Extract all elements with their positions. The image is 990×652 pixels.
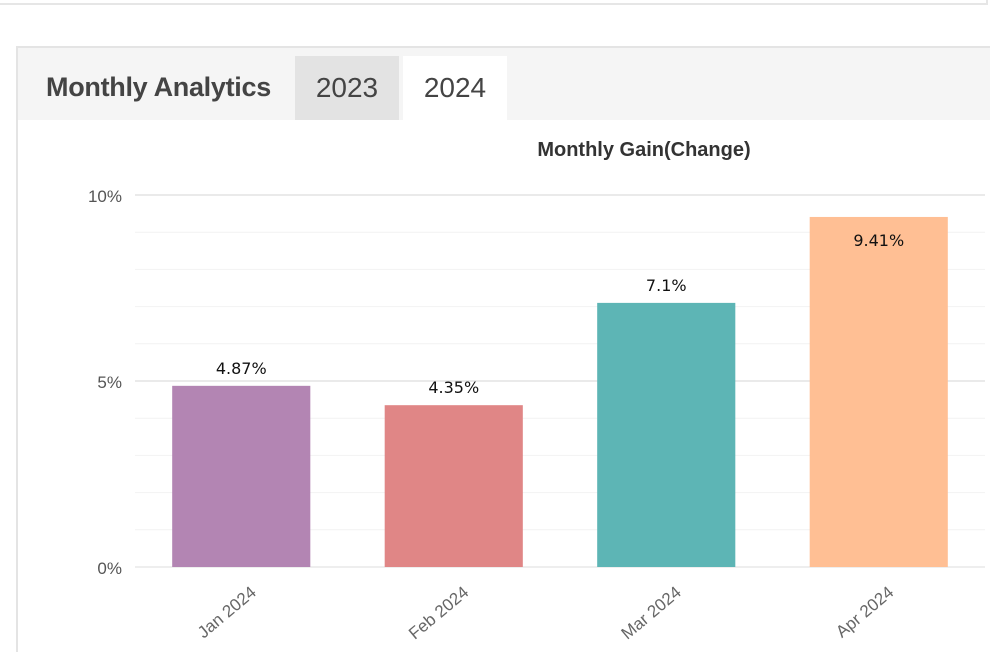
data-label: 4.35% xyxy=(428,378,479,397)
bar[interactable] xyxy=(809,216,948,567)
tab-2024[interactable]: 2024 xyxy=(403,56,507,120)
data-label: 4.87% xyxy=(216,359,267,378)
data-label: 7.1% xyxy=(646,276,687,295)
bar[interactable] xyxy=(172,385,311,567)
bar[interactable] xyxy=(384,405,523,567)
x-tick-label: Jan 2024 xyxy=(194,583,260,643)
panel-title: Monthly Analytics xyxy=(46,72,271,102)
panel-header: Monthly Analytics 2023 2024 xyxy=(18,48,990,120)
chart-title: Monthly Gain(Change) xyxy=(537,139,750,161)
x-tick-label: Apr 2024 xyxy=(832,583,897,642)
x-tick-label: Feb 2024 xyxy=(405,583,472,644)
y-tick-label: 0% xyxy=(97,559,122,578)
y-tick-label: 10% xyxy=(88,187,122,206)
tab-2023[interactable]: 2023 xyxy=(295,56,399,120)
top-card-edge xyxy=(0,0,988,5)
y-tick-label: 5% xyxy=(97,373,122,392)
data-label: 9.41% xyxy=(853,231,904,250)
x-tick-label: Mar 2024 xyxy=(618,583,685,644)
bar[interactable] xyxy=(597,302,736,567)
